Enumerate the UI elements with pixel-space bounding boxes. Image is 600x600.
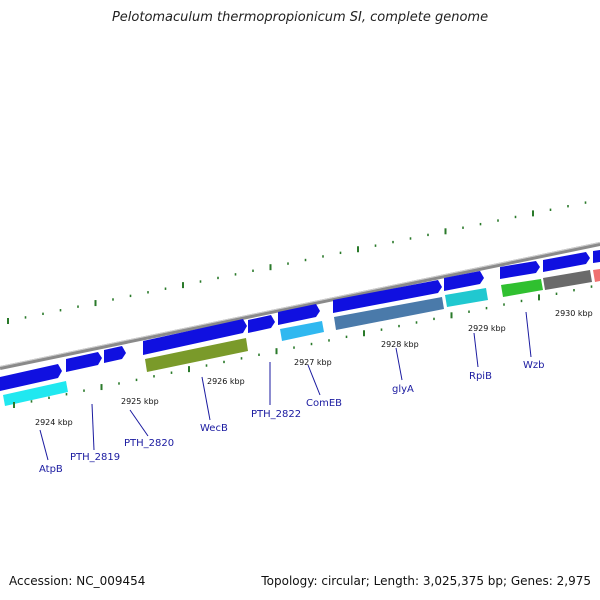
- forward-gene[interactable]: [500, 261, 540, 279]
- leader-line: [201, 376, 211, 421]
- leader-line: [39, 429, 49, 461]
- gene-label-rpib[interactable]: RpiB: [469, 371, 492, 382]
- forward-gene[interactable]: [543, 252, 590, 272]
- label-leaders: [39, 311, 532, 461]
- forward-gene[interactable]: [593, 250, 600, 263]
- gene-label-atpb[interactable]: AtpB: [39, 464, 63, 475]
- axis-tick-label: 2928 kbp: [381, 340, 419, 349]
- gene-label-wecb[interactable]: WecB: [200, 423, 228, 434]
- gene-rpib[interactable]: [445, 288, 488, 307]
- forward-gene[interactable]: [66, 352, 102, 372]
- gene-gray[interactable]: [543, 270, 592, 290]
- gene-label-wzb[interactable]: Wzb: [523, 360, 544, 371]
- forward-gene[interactable]: [333, 280, 442, 313]
- axis-tick-label: 2927 kbp: [294, 358, 332, 367]
- forward-gene[interactable]: [278, 304, 320, 325]
- gene-label-glya[interactable]: glyA: [392, 384, 414, 395]
- gene-label-pth2822[interactable]: PTH_2822: [251, 409, 301, 420]
- accession-text: Accession: NC_009454: [9, 574, 146, 588]
- backbone-line: [0, 242, 600, 370]
- backbone-highlight: [0, 242, 600, 367]
- axis-tick-label: 2929 kbp: [468, 324, 506, 333]
- gene-labels: AtpB PTH_2819 PTH_2820 WecB PTH_2822 Com…: [39, 360, 544, 475]
- gene-atpb[interactable]: [3, 381, 68, 406]
- genome-summary-text: Topology: circular; Length: 3,025,375 bp…: [261, 574, 591, 588]
- gene-label-comeb[interactable]: ComEB: [306, 398, 342, 409]
- outer-tick-row: [7, 201, 587, 324]
- leader-line: [395, 347, 403, 381]
- leader-line: [307, 364, 321, 396]
- axis-tick-label: 2926 kbp: [207, 377, 245, 386]
- axis-tick-label: 2930 kbp: [555, 309, 593, 318]
- gene-glya[interactable]: [334, 297, 444, 330]
- leader-line: [91, 403, 95, 451]
- colored-genes: [3, 269, 600, 406]
- genome-title: Pelotomaculum thermopropionicum SI, comp…: [111, 10, 489, 25]
- leader-line: [525, 311, 532, 358]
- gene-label-pth2819[interactable]: PTH_2819: [70, 452, 120, 463]
- gene-label-pth2820[interactable]: PTH_2820: [124, 438, 174, 449]
- axis-tick-label: 2925 kbp: [121, 397, 159, 406]
- forward-strand-genes: [0, 250, 600, 391]
- axis-tick-label: 2924 kbp: [35, 418, 73, 427]
- gene-wzb[interactable]: [501, 279, 543, 297]
- gene-wecb[interactable]: [145, 338, 248, 372]
- gene-pink[interactable]: [593, 269, 600, 282]
- forward-gene[interactable]: [248, 315, 275, 333]
- forward-gene[interactable]: [444, 271, 484, 291]
- forward-gene[interactable]: [0, 364, 62, 391]
- axis-tick-labels: 2924 kbp 2925 kbp 2926 kbp 2927 kbp 2928…: [35, 309, 593, 427]
- forward-gene[interactable]: [143, 319, 247, 355]
- leader-line: [129, 409, 149, 437]
- gene-comeb[interactable]: [280, 321, 324, 341]
- leader-line: [473, 332, 479, 368]
- forward-gene[interactable]: [104, 346, 126, 363]
- inner-tick-row: [13, 285, 593, 408]
